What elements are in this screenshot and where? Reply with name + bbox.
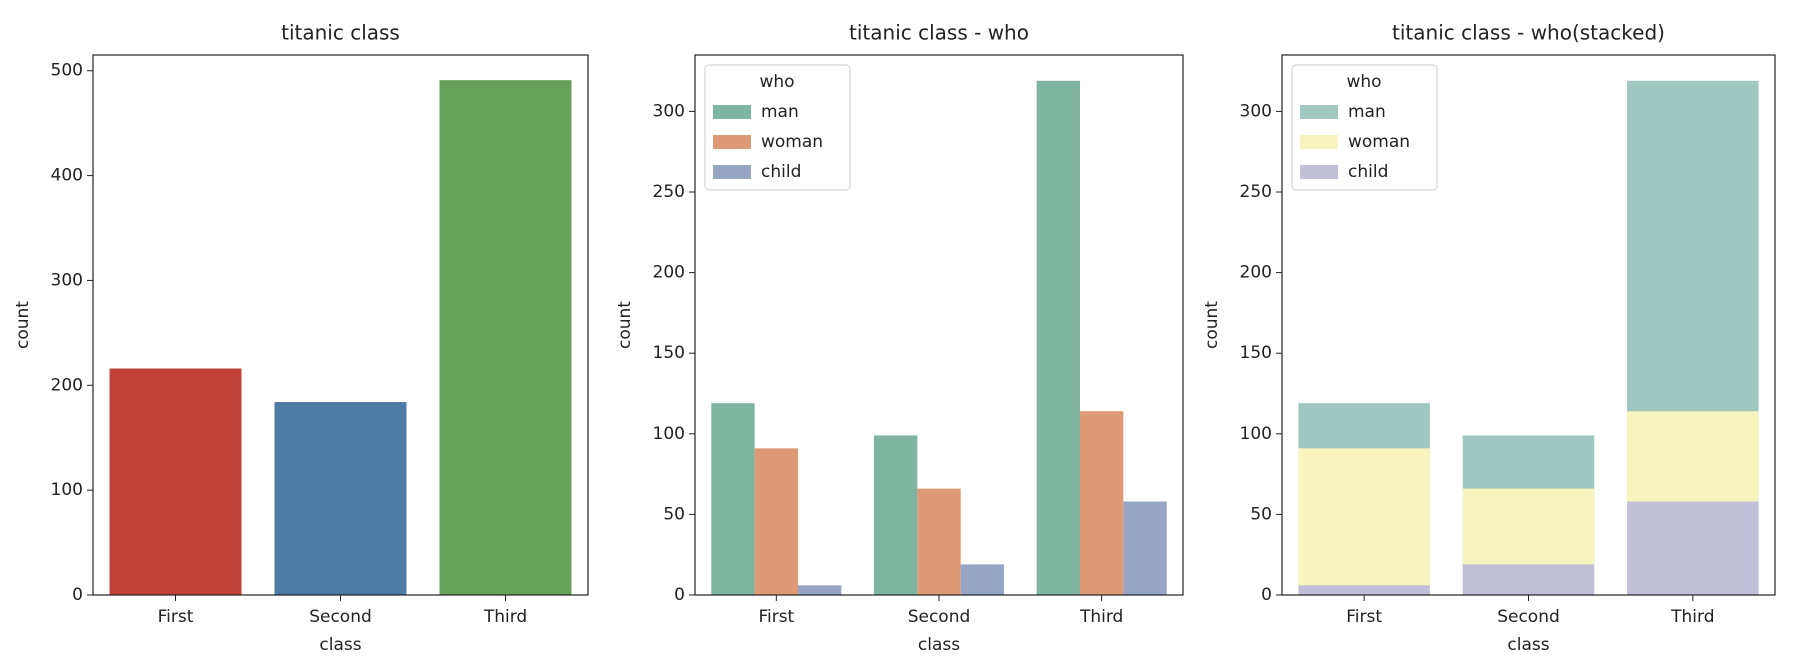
y-axis-label: count (615, 301, 635, 349)
bar (917, 488, 961, 595)
bar (109, 368, 242, 595)
legend-label: man (1348, 102, 1386, 122)
legend-title: who (1346, 72, 1381, 92)
x-tick-label: Second (1497, 607, 1560, 627)
bar (873, 435, 918, 595)
x-axis-label: class (319, 635, 361, 655)
legend-swatch (713, 105, 751, 119)
x-tick-label: Third (1670, 607, 1714, 627)
x-tick-label: Second (309, 607, 372, 627)
x-tick-label: Third (1079, 607, 1123, 627)
x-tick-label: Third (483, 607, 527, 627)
y-axis-label: count (13, 301, 33, 349)
legend-swatch (713, 135, 751, 149)
chart-title: titanic class (281, 21, 400, 45)
x-tick-label: First (158, 607, 194, 627)
legend-swatch (1300, 105, 1338, 119)
bar (1036, 80, 1080, 596)
y-tick-label: 250 (653, 182, 685, 202)
y-tick-label: 150 (1240, 343, 1272, 363)
bar (439, 80, 572, 596)
legend-label: child (761, 162, 801, 182)
y-tick-label: 250 (1240, 182, 1272, 202)
x-tick-label: First (758, 607, 794, 627)
y-tick-label: 0 (674, 585, 685, 605)
y-tick-label: 500 (51, 61, 83, 81)
legend-swatch (1300, 135, 1338, 149)
axes-frame (92, 54, 589, 596)
y-tick-label: 100 (51, 480, 83, 500)
legend-swatch (1300, 165, 1338, 179)
x-tick-label: First (1346, 607, 1382, 627)
bar (798, 585, 842, 595)
x-tick-label: Second (908, 607, 971, 627)
bar (1079, 411, 1124, 595)
legend-label: woman (1348, 132, 1410, 152)
bar (1298, 448, 1430, 595)
legend-label: woman (761, 132, 823, 152)
y-axis-label: count (1202, 301, 1222, 349)
y-tick-label: 100 (653, 424, 685, 444)
chart-title: titanic class - who (849, 21, 1029, 45)
y-tick-label: 200 (51, 375, 83, 395)
x-axis-label: class (1507, 635, 1549, 655)
bar (1123, 501, 1167, 595)
chart-title: titanic class - who(stacked) (1392, 21, 1665, 45)
bar (1462, 564, 1595, 595)
legend-title: who (759, 72, 794, 92)
y-tick-label: 300 (1240, 101, 1272, 121)
bar (1627, 501, 1759, 595)
bar (711, 403, 755, 595)
y-tick-label: 300 (653, 101, 685, 121)
legend-box (704, 64, 851, 191)
legend-box (1291, 64, 1438, 191)
legend-label: child (1348, 162, 1388, 182)
y-tick-label: 400 (51, 166, 83, 186)
axes-frame (1281, 54, 1776, 596)
y-tick-label: 100 (1240, 424, 1272, 444)
bar (960, 564, 1005, 595)
y-tick-label: 0 (1261, 585, 1272, 605)
y-tick-label: 50 (663, 504, 685, 524)
y-tick-label: 150 (653, 343, 685, 363)
y-tick-label: 200 (653, 263, 685, 283)
legend-swatch (713, 165, 751, 179)
bar (274, 402, 407, 595)
y-tick-label: 0 (72, 585, 83, 605)
y-tick-label: 50 (1250, 504, 1272, 524)
bar (754, 448, 799, 595)
y-tick-label: 300 (51, 270, 83, 290)
legend-label: man (761, 102, 799, 122)
bar (1298, 585, 1430, 595)
y-tick-label: 200 (1240, 263, 1272, 283)
axes-frame (694, 54, 1184, 596)
x-axis-label: class (918, 635, 960, 655)
